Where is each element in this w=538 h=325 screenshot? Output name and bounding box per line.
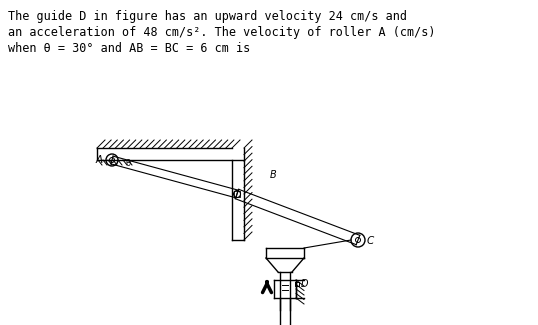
Text: C: C	[367, 236, 374, 246]
Text: The guide D in figure has an upward velocity 24 cm/s and: The guide D in figure has an upward velo…	[8, 10, 407, 23]
Text: an acceleration of 48 cm/s². The velocity of roller A (cm/s): an acceleration of 48 cm/s². The velocit…	[8, 26, 435, 39]
Text: A: A	[96, 155, 103, 165]
Text: B: B	[270, 170, 277, 180]
Text: θ: θ	[126, 160, 131, 168]
Text: when θ = 30° and AB = BC = 6 cm is: when θ = 30° and AB = BC = 6 cm is	[8, 42, 250, 55]
Text: D: D	[301, 279, 308, 289]
